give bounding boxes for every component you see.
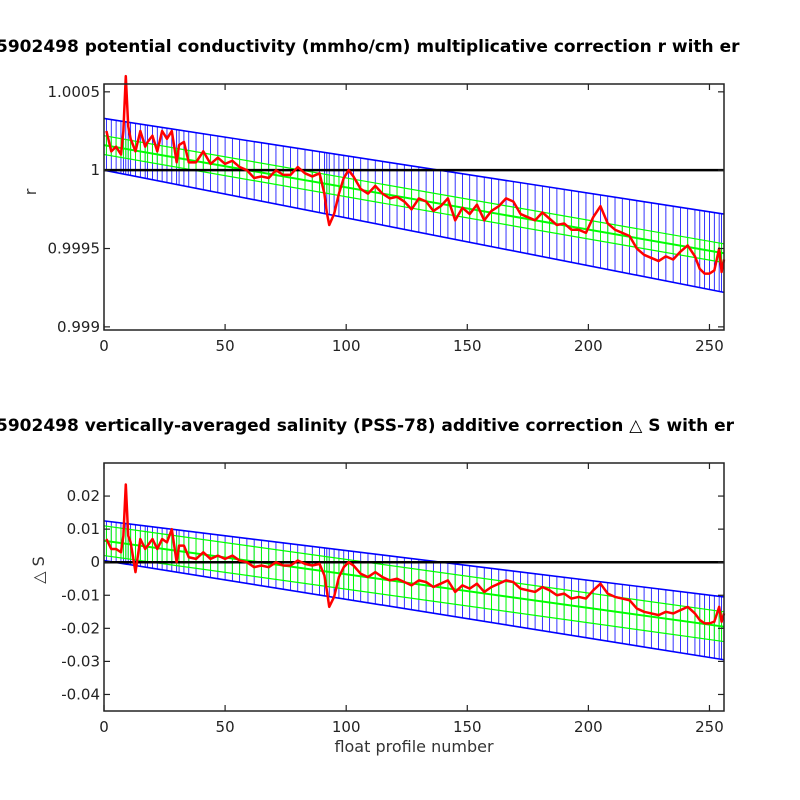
- error-band: [103, 520, 725, 661]
- data-line: [105, 74, 726, 275]
- error-band-edge: [103, 169, 725, 294]
- x-tick-label: 200: [574, 718, 603, 736]
- fit-line: [103, 144, 725, 255]
- y-tick-label: 0.01: [67, 520, 100, 538]
- y-tick-label: 0.02: [67, 487, 100, 505]
- axes-box: [103, 83, 725, 331]
- y-tick-label: 1: [90, 161, 100, 179]
- x-tick-label: 0: [99, 337, 109, 355]
- data-line: [105, 483, 726, 625]
- fit-band: [103, 135, 725, 264]
- x-tick-label: 0: [99, 718, 109, 736]
- tick-marks: 0 50 100 150 200 250 0.999 0.9995 1 1.0005: [48, 83, 724, 355]
- chart-plot-area: [103, 74, 726, 294]
- x-tick-label: 100: [332, 718, 361, 736]
- x-tick-label: 200: [574, 337, 603, 355]
- tick-marks: 0 50 100 150 200 250 -0.04 -0.03 -0.02 -0.01 0 0.01…: [61, 463, 724, 736]
- fit-error-edge: [103, 135, 725, 245]
- x-tick-label: 100: [332, 337, 361, 355]
- y-tick-label: 1.0005: [48, 83, 101, 101]
- axes-box: [103, 462, 725, 712]
- x-axis-label: float profile number: [334, 737, 494, 756]
- chart-title: 5902498 vertically-averaged salinity (PS…: [0, 416, 735, 436]
- y-tick-label: 0: [90, 553, 100, 571]
- y-tick-label: 0.9995: [48, 240, 101, 258]
- x-tick-label: 250: [695, 337, 724, 355]
- y-tick-label: -0.01: [61, 586, 100, 604]
- chart-title: 5902498 potential conductivity (mmho/cm)…: [0, 37, 740, 57]
- error-band-edge: [103, 559, 725, 661]
- y-tick-label: -0.02: [61, 619, 100, 637]
- fit-error-edge: [103, 554, 725, 643]
- y-axis-label: r: [21, 188, 40, 195]
- fit-error-edge: [103, 153, 725, 264]
- error-band-edge: [103, 520, 725, 598]
- error-band-edge: [103, 117, 725, 215]
- y-tick-label: 0.999: [57, 318, 100, 336]
- x-tick-label: 50: [216, 337, 235, 355]
- y-tick-label: -0.04: [61, 685, 100, 703]
- x-tick-label: 150: [453, 718, 482, 736]
- y-tick-label: -0.03: [61, 652, 100, 670]
- y-axis-label: △ S: [29, 556, 48, 584]
- chart-plot-area: [103, 483, 726, 661]
- x-tick-label: 150: [453, 337, 482, 355]
- x-tick-label: 250: [695, 718, 724, 736]
- x-tick-label: 50: [216, 718, 235, 736]
